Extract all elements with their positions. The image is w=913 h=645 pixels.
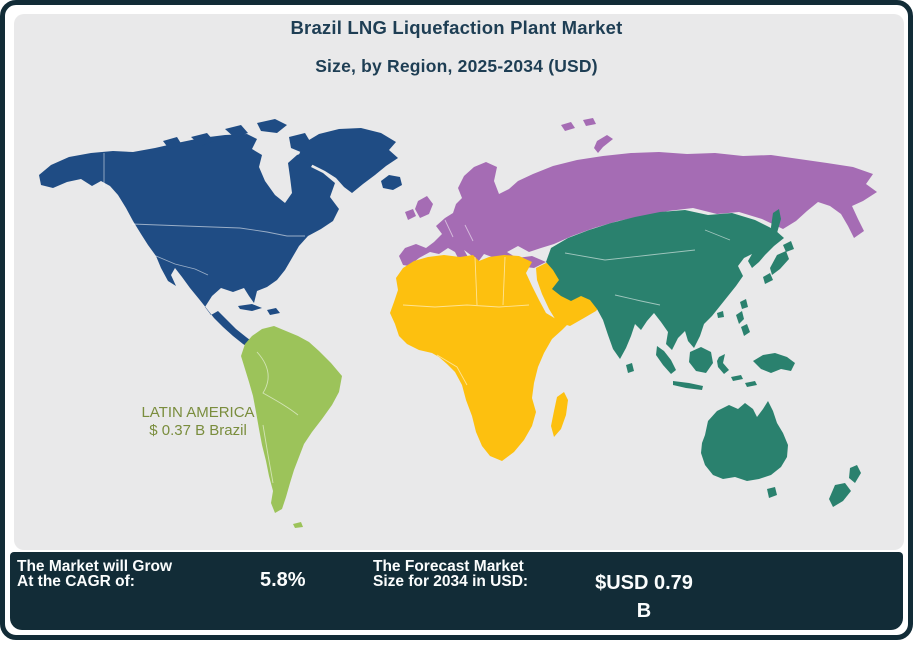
latam-annotation-value: $ 0.37 B Brazil (149, 422, 247, 439)
region-middle-east-africa (390, 255, 605, 461)
country-borders (103, 153, 731, 484)
footer-stats-bar: The Market will Grow At the CAGR of: 5.8… (10, 552, 903, 630)
cagr-label-line-1: The Market will Grow (17, 558, 173, 575)
cagr-label: The Market will Grow At the CAGR of: (17, 558, 173, 590)
forecast-label-line-1: The Forecast Market (373, 558, 524, 575)
chart-title: Brazil LNG Liquefaction Plant Market Siz… (5, 17, 908, 77)
forecast-value: $USD 0.79 B (589, 569, 699, 625)
cagr-value: 5.8% (260, 569, 306, 591)
forecast-value-amount: $USD 0.79 (595, 572, 693, 594)
region-latin-america (241, 326, 342, 528)
latam-annotation-region: LATIN AMERICA (141, 404, 255, 421)
forecast-label: The Forecast Market Size for 2034 in USD… (373, 558, 529, 590)
world-map (39, 118, 877, 528)
region-europe-cis (399, 118, 877, 272)
region-asia-pacific (546, 209, 861, 507)
forecast-value-unit: B (636, 600, 652, 622)
title-line-2: Size, by Region, 2025-2034 (USD) (315, 56, 598, 76)
title-line-1: Brazil LNG Liquefaction Plant Market (290, 17, 623, 38)
region-north-america (39, 119, 402, 349)
latam-annotation: LATIN AMERICA $ 0.37 B Brazil (133, 404, 263, 440)
cagr-label-line-2: At the CAGR of: (17, 573, 135, 590)
forecast-label-line-2: Size for 2034 in USD: (373, 573, 529, 590)
